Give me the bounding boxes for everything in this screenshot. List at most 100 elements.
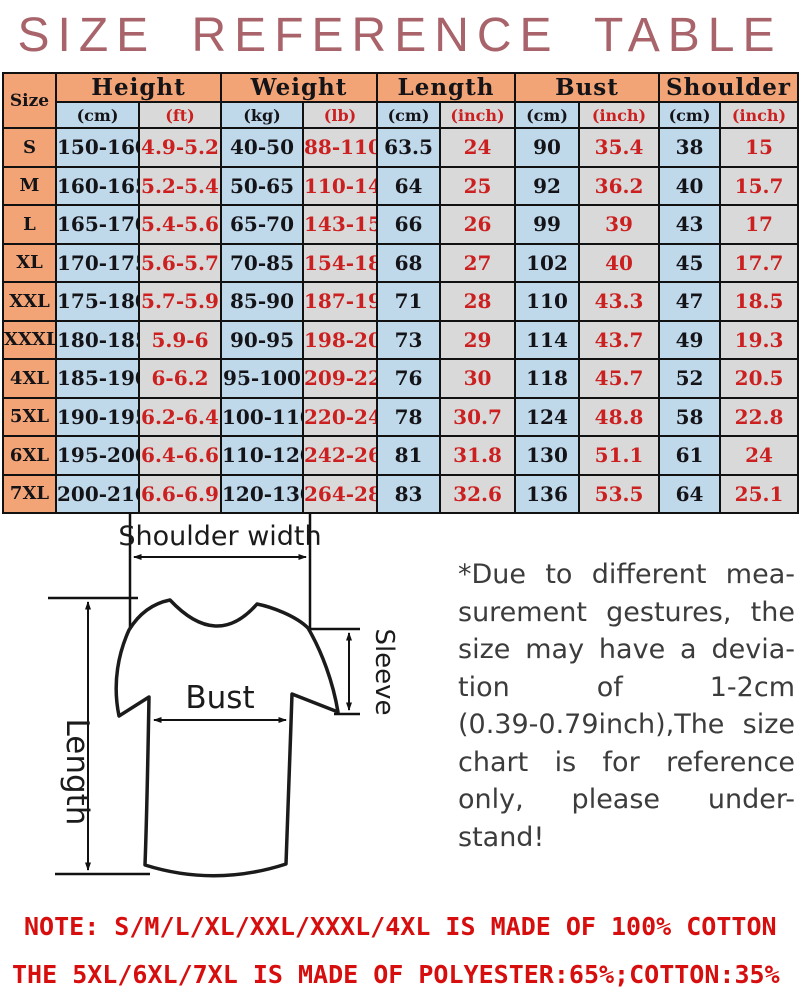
- shoulder-width-label: Shoulder width: [118, 521, 321, 552]
- cell: 130: [514, 435, 581, 476]
- cell: 66: [376, 204, 442, 245]
- unit-header: (kg): [220, 101, 304, 129]
- cell: 5.4-5.6: [138, 204, 222, 245]
- table-row: XXL175-1805.7-5.985-90187-198712811043.3…: [2, 281, 800, 322]
- cell: 19.3: [719, 319, 800, 360]
- cell: 47: [658, 281, 722, 322]
- cell: 120-130: [220, 473, 304, 514]
- cell: 85-90: [220, 281, 304, 322]
- cell: 29: [439, 319, 517, 360]
- unit-header: (cm): [514, 101, 581, 129]
- unit-header: (ft): [138, 101, 222, 129]
- table-row: S150-1604.9-5.240-5088-11063.5249035.438…: [2, 127, 800, 168]
- unit-header: (lb): [301, 101, 379, 129]
- cell: 64: [658, 473, 722, 514]
- cell: 31.8: [439, 435, 517, 476]
- cell: 165-170: [55, 204, 140, 245]
- size-label: 6XL: [2, 435, 57, 476]
- size-corner-header: Size: [2, 72, 57, 129]
- unit-header: (cm): [376, 101, 442, 129]
- size-label: 4XL: [2, 358, 57, 399]
- size-label: XL: [2, 242, 57, 283]
- cell: 18.5: [719, 281, 800, 322]
- cell: 124: [514, 396, 581, 437]
- note-cotton: NOTE: S/M/L/XL/XXL/XXXL/4XL IS MADE OF 1…: [24, 912, 777, 941]
- disclaimer-line: only, please under-: [458, 784, 795, 815]
- cell: 190-195: [55, 396, 140, 437]
- size-label: XXL: [2, 281, 57, 322]
- table-row: XXXL180-1855.9-690-95198-209732911443.74…: [2, 319, 800, 360]
- cell: 27: [439, 242, 517, 283]
- cell: 6-6.2: [138, 358, 222, 399]
- cell: 175-180: [55, 281, 140, 322]
- cell: 30: [439, 358, 517, 399]
- group-header-length: Length: [376, 72, 517, 103]
- disclaimer-line: stand!: [458, 821, 545, 853]
- cell: 110: [514, 281, 581, 322]
- cell: 4.9-5.2: [138, 127, 222, 168]
- cell: 6.2-6.4: [138, 396, 222, 437]
- cell: 200-210: [55, 473, 140, 514]
- cell: 198-209: [301, 319, 379, 360]
- cell: 65-70: [220, 204, 304, 245]
- table-row: 7XL200-2106.6-6.9120-130264-2868332.6136…: [2, 473, 800, 514]
- cell: 90-95: [220, 319, 304, 360]
- group-header-shoulder: Shoulder: [658, 72, 800, 103]
- group-header-bust: Bust: [514, 72, 661, 103]
- page-title: SIZE REFERENCE TABLE: [17, 9, 783, 62]
- cell: 30.7: [439, 396, 517, 437]
- cell: 5.6-5.7: [138, 242, 222, 283]
- unit-header: (inch): [719, 101, 800, 129]
- cell: 64: [376, 165, 442, 206]
- size-label: M: [2, 165, 57, 206]
- cell: 22.8: [719, 396, 800, 437]
- cell: 136: [514, 473, 581, 514]
- cell: 118: [514, 358, 581, 399]
- cell: 39: [578, 204, 661, 245]
- cell: 17: [719, 204, 800, 245]
- cell: 220-242: [301, 396, 379, 437]
- cell: 102: [514, 242, 581, 283]
- cell: 264-286: [301, 473, 379, 514]
- cell: 154-187: [301, 242, 379, 283]
- cell: 76: [376, 358, 442, 399]
- cell: 50-65: [220, 165, 304, 206]
- bust-label: Bust: [185, 680, 254, 716]
- cell: 51.1: [578, 435, 661, 476]
- disclaimer-line: *Due to different mea-: [458, 559, 795, 590]
- cell: 45: [658, 242, 722, 283]
- cell: 25.1: [719, 473, 800, 514]
- disclaimer-line: tion of 1-2cm: [458, 671, 795, 703]
- cell: 114: [514, 319, 581, 360]
- note-polyester: THE 5XL/6XL/7XL IS MADE OF POLYESTER:65%…: [12, 960, 780, 989]
- table-row: 4XL185-1906-6.295-100209-220763011845.75…: [2, 358, 800, 399]
- cell: 43.3: [578, 281, 661, 322]
- cell: 15: [719, 127, 800, 168]
- disclaimer-line: chart is for reference: [458, 746, 795, 778]
- cell: 95-100: [220, 358, 304, 399]
- cell: 160-165: [55, 165, 140, 206]
- cell: 58: [658, 396, 722, 437]
- cell: 150-160: [55, 127, 140, 168]
- cell: 209-220: [301, 358, 379, 399]
- unit-header: (inch): [439, 101, 517, 129]
- cell: 100-110: [220, 396, 304, 437]
- cell: 110-120: [220, 435, 304, 476]
- table-row: M160-1655.2-5.450-65110-14364259236.2401…: [2, 165, 800, 206]
- cell: 40: [578, 242, 661, 283]
- cell: 52: [658, 358, 722, 399]
- length-label: Length: [59, 719, 95, 826]
- sleeve-label: Sleeve: [369, 628, 399, 715]
- cell: 38: [658, 127, 722, 168]
- size-label: 7XL: [2, 473, 57, 514]
- size-label: L: [2, 204, 57, 245]
- cell: 81: [376, 435, 442, 476]
- cell: 48.8: [578, 396, 661, 437]
- table-head: Size Height Weight Length Bust Shoulder (cm) (f…: [2, 72, 800, 129]
- cell: 185-190: [55, 358, 140, 399]
- cell: 40-50: [220, 127, 304, 168]
- cell: 25: [439, 165, 517, 206]
- cell: 17.7: [719, 242, 800, 283]
- cell: 78: [376, 396, 442, 437]
- cell: 43.7: [578, 319, 661, 360]
